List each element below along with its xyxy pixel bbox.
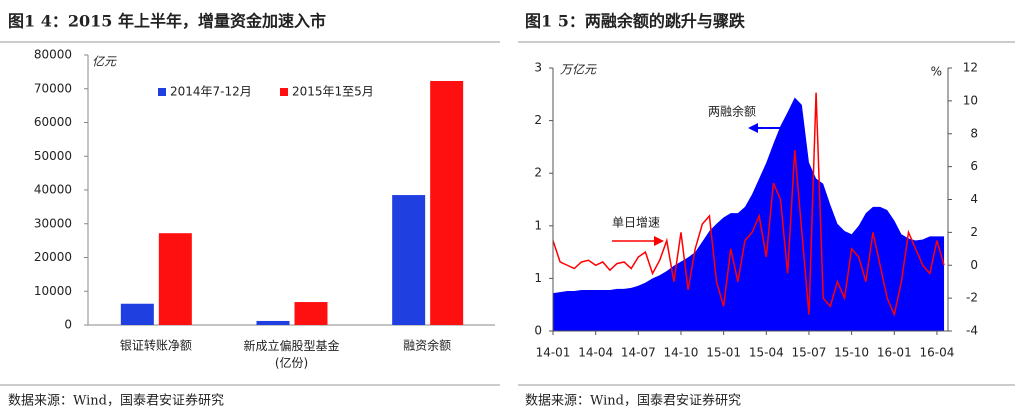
x-tick-label: 14-04 [578, 346, 613, 360]
legend-label: 2014年7-12月 [170, 85, 252, 99]
x-tick-label: 14-10 [664, 346, 699, 360]
source-note: 数据来源：Wind，国泰君安证券研究 [8, 393, 224, 409]
bar [256, 320, 290, 325]
y2-tick-label: 2 [970, 225, 978, 239]
annotation-arrowhead [654, 236, 664, 246]
x-tick-label: 融资余额 [403, 338, 451, 353]
x-tick-label: 14-07 [621, 346, 656, 360]
legend-swatch [280, 88, 288, 96]
growth-line [552, 92, 945, 318]
y2-tick-label: -4 [966, 324, 978, 338]
series-annotation: 两融余额 [708, 104, 756, 119]
bar [392, 195, 426, 325]
x-tick-label: 16-04 [920, 346, 955, 360]
series-annotation: 单日增速 [612, 216, 660, 230]
y2-tick-label: 12 [963, 61, 978, 75]
y-unit: 万亿元 [560, 63, 597, 77]
legend-swatch [158, 88, 166, 96]
x-tick-label: 15-10 [834, 346, 869, 360]
y-unit: 亿元 [92, 55, 117, 69]
bar [120, 303, 154, 325]
y-tick-label: 60000 [34, 115, 72, 129]
y-tick-label: 40000 [34, 183, 72, 197]
y2-tick-label: 10 [963, 93, 978, 107]
y2-tick-label: 4 [970, 192, 978, 206]
source-note: 数据来源：Wind，国泰君安证券研究 [525, 393, 741, 409]
y-tick-label: 50000 [34, 149, 72, 163]
bar [430, 80, 464, 325]
y-tick-label: 80000 [34, 48, 72, 62]
chart-title: 图1 4：2015 年上半年，增量资金加速入市 [8, 12, 326, 31]
y-tick-label: 2 [534, 113, 542, 127]
chart-title: 图1 5：两融余额的跳升与骤跌 [525, 12, 746, 31]
x-tick-label: 16-01 [877, 346, 912, 360]
annotation-arrowhead [748, 123, 758, 133]
x-tick-label: 15-07 [792, 346, 827, 360]
y-tick-label: 10000 [34, 284, 72, 298]
y-tick-label: 1 [534, 218, 542, 232]
x-tick-label: 15-04 [749, 346, 784, 360]
y-tick-label: 70000 [34, 81, 72, 95]
balance-area [553, 97, 945, 332]
bar [158, 233, 192, 325]
x-tick-label: 新成立偏股型基金(亿份) [243, 338, 339, 370]
bar [294, 302, 328, 325]
y-tick-label: 30000 [34, 216, 72, 230]
y-tick-label: 1 [534, 271, 542, 285]
y-tick-label: 3 [534, 61, 542, 75]
x-tick-label: 15-01 [706, 346, 741, 360]
y2-unit: % [931, 65, 942, 79]
y-tick-label: 20000 [34, 250, 72, 264]
y2-tick-label: 6 [970, 159, 978, 173]
y-tick-label: 0 [64, 318, 72, 332]
x-tick-label: 14-01 [536, 346, 571, 360]
y2-tick-label: 0 [970, 258, 978, 272]
y-tick-label: 0 [534, 324, 542, 338]
y-tick-label: 2 [534, 166, 542, 180]
y2-tick-label: -2 [966, 291, 978, 305]
y2-tick-label: 8 [970, 126, 978, 140]
legend-label: 2015年1至5月 [292, 85, 374, 99]
x-tick-label: 银证转账净额 [120, 338, 192, 353]
